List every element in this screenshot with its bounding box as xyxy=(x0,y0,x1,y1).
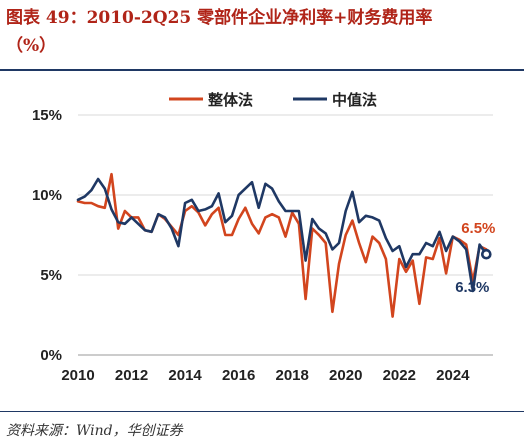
series-end-marker xyxy=(481,248,492,260)
gridlines xyxy=(78,114,493,276)
series-line-median xyxy=(76,177,488,293)
x-tick-label: 2016 xyxy=(222,367,255,384)
footer-divider xyxy=(0,411,524,412)
x-tick-label: 2010 xyxy=(61,367,94,384)
y-tick-label: 15% xyxy=(32,107,62,124)
x-tick-label: 2014 xyxy=(168,367,202,384)
x-tick-label: 2022 xyxy=(383,367,416,384)
legend-label-total: 整体法 xyxy=(208,91,253,109)
y-tick-label: 5% xyxy=(40,267,62,284)
y-tick-label: 0% xyxy=(40,347,62,364)
chart-title-line-1: 图表 49：2010-2Q25 零部件企业净利率+财务费用率 xyxy=(6,8,433,28)
axes: 0% 5% 10% 15% 2010 2012 2014 2016 2018 2020 2022 20… xyxy=(32,107,493,384)
x-tick-label: 2024 xyxy=(436,367,470,384)
annotation-total-label: 6.5% xyxy=(461,220,495,237)
chart-title: 图表 49：2010-2Q25 零部件企业净利率+财务费用率 （%） xyxy=(6,4,518,60)
x-tick-label: 2018 xyxy=(276,367,309,384)
legend-label-median: 中值法 xyxy=(332,91,377,109)
line-chart: 0% 5% 10% 15% 2010 2012 2014 2016 2018 2020 2022 20… xyxy=(32,91,495,384)
title-divider xyxy=(0,69,524,71)
source-note: 资料来源：Wind，华创证券 xyxy=(6,423,183,439)
y-tick-label: 10% xyxy=(32,187,62,204)
series-lines xyxy=(76,172,492,318)
annotation-median-label: 6.3% xyxy=(455,279,489,296)
legend: 整体法 中值法 xyxy=(169,91,377,109)
chart-title-line-2: （%） xyxy=(6,36,57,56)
annotations: 6.5% 6.3% xyxy=(455,220,495,296)
x-tick-label: 2012 xyxy=(115,367,148,384)
x-tick-label: 2020 xyxy=(329,367,362,384)
